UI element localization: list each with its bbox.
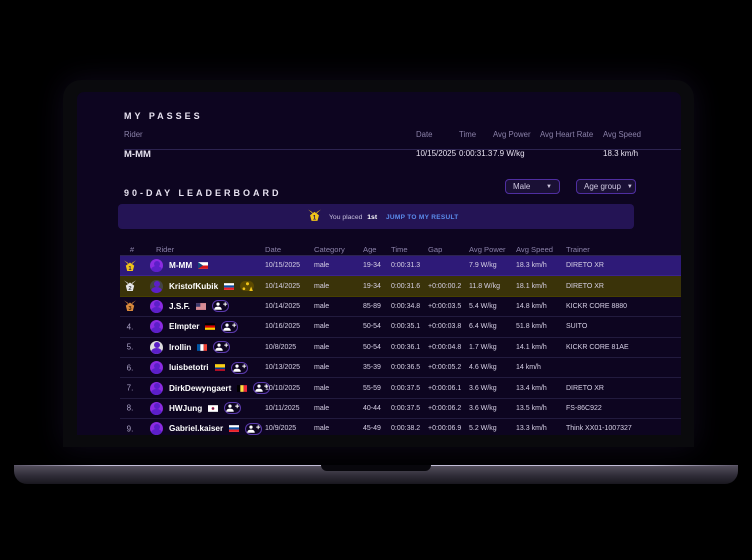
svg-text:1: 1: [313, 215, 317, 222]
svg-text:2: 2: [128, 286, 131, 292]
